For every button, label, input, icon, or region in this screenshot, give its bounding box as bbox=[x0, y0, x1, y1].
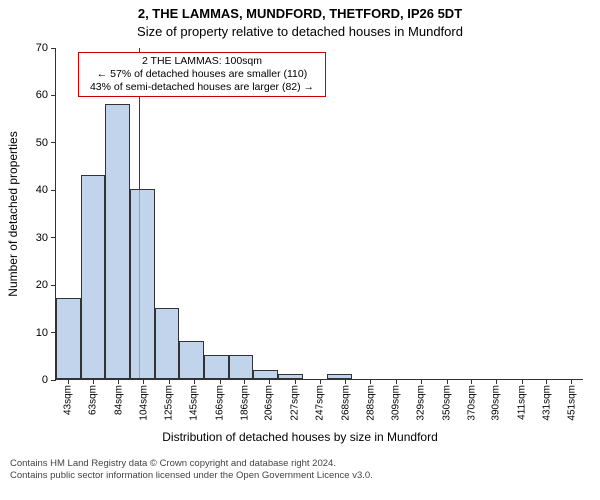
x-tick-label: 329sqm bbox=[416, 385, 427, 421]
x-tick bbox=[220, 379, 221, 384]
x-tick bbox=[571, 379, 572, 384]
y-tick bbox=[51, 190, 56, 191]
x-tick bbox=[447, 379, 448, 384]
y-tick bbox=[51, 332, 56, 333]
x-tick bbox=[194, 379, 195, 384]
y-axis-label: Number of detached properties bbox=[6, 131, 20, 296]
histogram-bar bbox=[130, 189, 155, 379]
x-tick bbox=[345, 379, 346, 384]
histogram-bar bbox=[253, 370, 278, 379]
x-tick bbox=[546, 379, 547, 384]
x-tick-label: 104sqm bbox=[138, 385, 149, 421]
x-tick-label: 288sqm bbox=[365, 385, 376, 421]
y-tick bbox=[51, 237, 56, 238]
histogram-bar bbox=[155, 308, 180, 379]
chart-subtitle: Size of property relative to detached ho… bbox=[0, 24, 600, 39]
x-tick bbox=[244, 379, 245, 384]
x-tick bbox=[320, 379, 321, 384]
x-tick-label: 166sqm bbox=[215, 385, 226, 421]
x-tick-label: 63sqm bbox=[88, 385, 99, 415]
histogram-bar bbox=[56, 298, 81, 379]
histogram-bar bbox=[327, 374, 352, 379]
annotation-line-1: 2 THE LAMMAS: 100sqm bbox=[83, 55, 321, 68]
x-tick-label: 268sqm bbox=[340, 385, 351, 421]
x-tick bbox=[396, 379, 397, 384]
y-tick-label: 50 bbox=[36, 137, 48, 149]
y-tick-label: 0 bbox=[42, 374, 48, 386]
y-tick-label: 70 bbox=[36, 42, 48, 54]
histogram-bar bbox=[278, 374, 303, 379]
x-tick bbox=[143, 379, 144, 384]
footer-line-2: Contains public sector information licen… bbox=[10, 470, 373, 482]
histogram-bar bbox=[179, 341, 204, 379]
y-tick bbox=[51, 142, 56, 143]
x-tick-label: 84sqm bbox=[113, 385, 124, 415]
x-tick-label: 370sqm bbox=[466, 385, 477, 421]
x-tick-label: 206sqm bbox=[264, 385, 275, 421]
x-tick bbox=[169, 379, 170, 384]
annotation-box: 2 THE LAMMAS: 100sqm ← 57% of detached h… bbox=[78, 52, 326, 97]
x-tick bbox=[93, 379, 94, 384]
x-tick-label: 145sqm bbox=[189, 385, 200, 421]
y-tick-label: 40 bbox=[36, 184, 48, 196]
x-tick bbox=[370, 379, 371, 384]
annotation-line-2: ← 57% of detached houses are smaller (11… bbox=[83, 68, 321, 81]
x-tick-label: 350sqm bbox=[442, 385, 453, 421]
x-tick-label: 247sqm bbox=[315, 385, 326, 421]
y-tick bbox=[51, 95, 56, 96]
x-tick-label: 451sqm bbox=[566, 385, 577, 421]
histogram-bar bbox=[105, 104, 130, 379]
y-tick bbox=[51, 380, 56, 381]
y-tick-label: 30 bbox=[36, 232, 48, 244]
y-tick-label: 60 bbox=[36, 89, 48, 101]
x-tick bbox=[471, 379, 472, 384]
footer-attribution: Contains HM Land Registry data © Crown c… bbox=[10, 458, 373, 483]
y-tick bbox=[51, 48, 56, 49]
x-tick-label: 125sqm bbox=[164, 385, 175, 421]
x-tick-label: 227sqm bbox=[290, 385, 301, 421]
x-tick-label: 43sqm bbox=[63, 385, 74, 415]
x-tick bbox=[295, 379, 296, 384]
x-tick-label: 186sqm bbox=[239, 385, 250, 421]
x-tick-label: 390sqm bbox=[491, 385, 502, 421]
x-tick-label: 431sqm bbox=[541, 385, 552, 421]
histogram-bar bbox=[229, 355, 254, 379]
x-tick-label: 411sqm bbox=[517, 385, 528, 420]
y-tick bbox=[51, 285, 56, 286]
x-tick-label: 309sqm bbox=[391, 385, 402, 421]
x-tick bbox=[522, 379, 523, 384]
chart-title-address: 2, THE LAMMAS, MUNDFORD, THETFORD, IP26 … bbox=[0, 6, 600, 21]
x-tick bbox=[421, 379, 422, 384]
x-tick bbox=[118, 379, 119, 384]
chart-root: 2, THE LAMMAS, MUNDFORD, THETFORD, IP26 … bbox=[0, 0, 600, 500]
x-tick bbox=[269, 379, 270, 384]
y-tick-label: 20 bbox=[36, 279, 48, 291]
histogram-bar bbox=[204, 355, 229, 379]
x-tick bbox=[496, 379, 497, 384]
footer-line-1: Contains HM Land Registry data © Crown c… bbox=[10, 458, 373, 470]
plot-area: 2 THE LAMMAS: 100sqm ← 57% of detached h… bbox=[55, 48, 583, 380]
x-axis-label: Distribution of detached houses by size … bbox=[0, 430, 600, 444]
annotation-line-3: 43% of semi-detached houses are larger (… bbox=[83, 81, 321, 94]
y-tick-label: 10 bbox=[36, 327, 48, 339]
histogram-bar bbox=[81, 175, 106, 379]
x-tick bbox=[68, 379, 69, 384]
